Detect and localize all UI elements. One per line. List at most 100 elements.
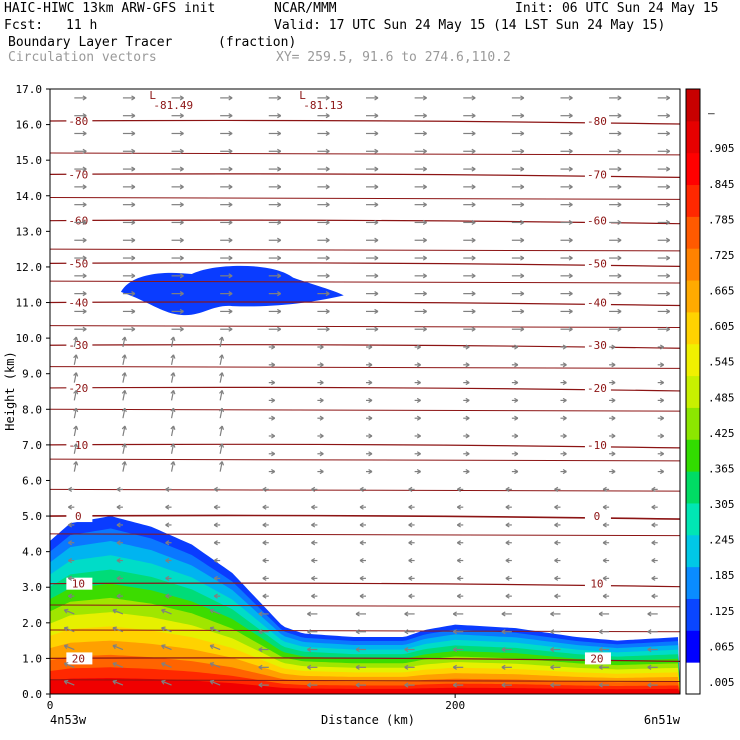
circulation-vector-head: [319, 397, 324, 403]
circulation-vector-head: [598, 646, 603, 653]
circulation-vector-head: [82, 291, 87, 297]
circulation-vector-head: [131, 130, 136, 137]
circulation-vector-head: [359, 557, 364, 564]
circulation-vector-head: [228, 202, 233, 208]
circulation-vector: [161, 627, 172, 633]
colorbar-label: .845: [708, 178, 735, 191]
circulation-vector-head: [452, 611, 457, 617]
circulation-vector-head: [514, 415, 519, 421]
circulation-vector-head: [219, 407, 225, 413]
circulation-vector-head: [116, 575, 121, 581]
colorbar-swatch: [686, 120, 700, 154]
circulation-vector-head: [131, 237, 136, 243]
circulation-vector-head: [647, 664, 652, 670]
circulation-vector-head: [131, 95, 136, 101]
circulation-vector-head: [131, 255, 136, 261]
circulation-vector-head: [165, 522, 170, 528]
isotherm-label-right: -40: [587, 297, 607, 310]
circulation-vector-head: [568, 237, 573, 243]
circulation-vector-head: [262, 486, 267, 492]
circulation-vector-head: [63, 608, 69, 614]
circulation-vector-head: [520, 113, 525, 119]
isotherm-line-minor: [49, 248, 681, 252]
circulation-vector-head: [179, 326, 184, 332]
circulation-vector-head: [665, 113, 671, 119]
circulation-vector-head: [471, 202, 476, 208]
circulation-vector: [161, 644, 172, 651]
circulation-vector-head: [307, 646, 312, 653]
circulation-vector-head: [651, 504, 656, 510]
circulation-vector-head: [374, 237, 379, 243]
colorbar-swatch: [686, 184, 700, 217]
isotherm-label-left: -40: [68, 297, 88, 310]
circulation-vector-head: [307, 629, 312, 635]
circulation-vector-head: [73, 389, 79, 395]
circulation-vector-head: [665, 237, 671, 243]
circulation-vector-head: [213, 540, 218, 546]
circulation-vector-head: [165, 557, 170, 564]
circulation-vector-head: [422, 148, 427, 154]
circulation-vector-head: [73, 336, 79, 341]
colorbar-label: .185: [708, 569, 735, 582]
circulation-vector-head: [465, 380, 470, 386]
circulation-vector-head: [374, 326, 379, 332]
circulation-vector-head: [404, 611, 409, 617]
circulation-vector-head: [611, 397, 616, 403]
circulation-vector-head: [311, 504, 316, 510]
circulation-vector-head: [228, 273, 233, 279]
isotherm-label-bg: [584, 339, 611, 352]
circulation-vector-head: [67, 593, 73, 599]
circulation-vector-head: [131, 291, 136, 297]
circulation-vector-head: [611, 344, 616, 350]
circulation-vector-head: [325, 219, 330, 226]
circulation-vector: [64, 609, 75, 615]
circulation-vector-head: [471, 148, 476, 154]
circulation-vector-head: [568, 184, 573, 190]
circulation-vector-head: [179, 308, 184, 315]
circulation-vector-head: [228, 237, 233, 243]
temperature-contours: -80 -80-70 -70-60 -60-50 -50-40 -40-30 -30-20-…: [49, 89, 681, 683]
circulation-vector-head: [520, 130, 525, 137]
circulation-vector-head: [659, 380, 665, 386]
circulation-vector-head: [568, 219, 573, 226]
circulation-vector-head: [271, 468, 276, 475]
circulation-vector: [112, 644, 124, 651]
circulation-vector-head: [116, 540, 121, 546]
y-tick-label: 10.0: [16, 332, 43, 345]
y-tick-label: 13.0: [16, 225, 43, 238]
circulation-vector-head: [170, 425, 176, 430]
circulation-vector-head: [408, 504, 413, 510]
circulation-vector-head: [179, 273, 184, 279]
circulation-vector-head: [271, 380, 276, 386]
circulation-vector-head: [568, 308, 573, 315]
circulation-vector-head: [465, 451, 470, 457]
colorbar-label: –: [708, 107, 715, 120]
circulation-vector-head: [665, 148, 671, 154]
circulation-vector-head: [568, 255, 573, 261]
circulation-vector-head: [568, 273, 573, 279]
circulation-vector-head: [505, 557, 510, 564]
circulation-vector-head: [228, 219, 233, 226]
circulation-vector-head: [520, 219, 525, 226]
circulation-vector-head: [277, 113, 282, 119]
circulation-vector-head: [374, 184, 379, 190]
isotherm-label-bg: [584, 257, 611, 270]
circulation-vector-head: [408, 557, 413, 564]
circulation-vector: [161, 680, 172, 686]
circulation-vector-head: [170, 354, 176, 359]
circulation-vector-head: [131, 326, 136, 332]
y-tick-label: 6.0: [22, 474, 42, 487]
circulation-vector: [64, 644, 75, 651]
isotherm-label-bg: [66, 168, 93, 181]
circulation-vector: [219, 461, 223, 472]
circulation-vector-head: [404, 629, 409, 635]
circulation-vector-head: [112, 679, 117, 685]
circulation-vector-head: [404, 682, 409, 688]
circulation-vector-head: [374, 308, 379, 315]
circulation-vector-head: [520, 95, 525, 101]
circulation-vector-head: [131, 202, 136, 208]
colorbar-label: .005: [708, 676, 735, 689]
circulation-vector-head: [179, 219, 184, 226]
circulation-vector: [170, 336, 175, 348]
colorbar-swatch: [686, 152, 700, 186]
